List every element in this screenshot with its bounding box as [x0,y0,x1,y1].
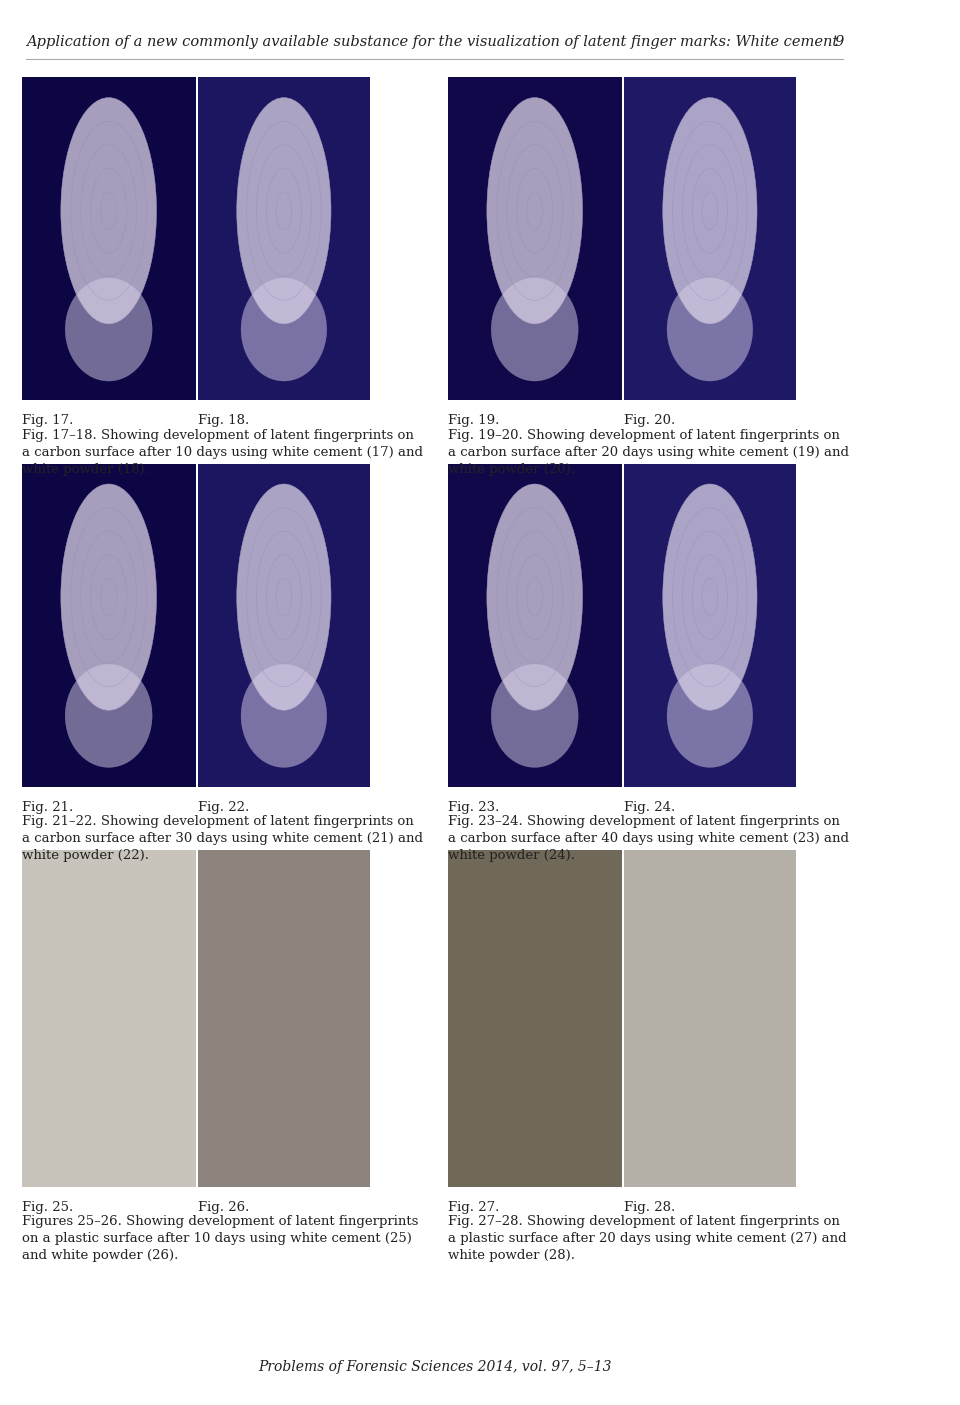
Text: Fig. 24.: Fig. 24. [624,801,676,813]
Text: Fig. 22.: Fig. 22. [198,801,250,813]
FancyBboxPatch shape [624,850,796,1187]
Text: Fig. 20.: Fig. 20. [624,414,676,427]
Ellipse shape [492,665,578,767]
FancyBboxPatch shape [22,77,196,400]
Text: Fig. 27.: Fig. 27. [447,1201,499,1214]
Ellipse shape [667,665,753,767]
FancyBboxPatch shape [624,77,796,400]
Ellipse shape [241,278,326,381]
Text: Problems of Forensic Sciences 2014, vol. 97, 5–13: Problems of Forensic Sciences 2014, vol.… [258,1360,612,1374]
Text: Fig. 21–22. Showing development of latent fingerprints on
a carbon surface after: Fig. 21–22. Showing development of laten… [22,815,422,861]
Ellipse shape [662,483,757,710]
Ellipse shape [60,483,156,710]
Text: Fig. 26.: Fig. 26. [198,1201,250,1214]
Ellipse shape [237,98,331,325]
Text: Fig. 25.: Fig. 25. [22,1201,73,1214]
Text: Fig. 23.: Fig. 23. [447,801,499,813]
Ellipse shape [492,278,578,381]
FancyBboxPatch shape [198,850,370,1187]
Ellipse shape [65,278,152,381]
Text: Fig. 19–20. Showing development of latent fingerprints on
a carbon surface after: Fig. 19–20. Showing development of laten… [447,429,849,475]
Text: Fig. 21.: Fig. 21. [22,801,73,813]
FancyBboxPatch shape [198,464,370,787]
FancyBboxPatch shape [22,464,196,787]
Text: Fig. 19.: Fig. 19. [447,414,499,427]
Text: Application of a new commonly available substance for the visualization of laten: Application of a new commonly available … [26,35,838,49]
Text: 9: 9 [834,35,843,49]
Ellipse shape [241,665,326,767]
Text: Fig. 23–24. Showing development of latent fingerprints on
a carbon surface after: Fig. 23–24. Showing development of laten… [447,815,849,861]
Text: Fig. 27–28. Showing development of latent fingerprints on
a plastic surface afte: Fig. 27–28. Showing development of laten… [447,1215,847,1262]
Ellipse shape [487,483,583,710]
Text: Fig. 17–18. Showing development of latent fingerprints on
a carbon surface after: Fig. 17–18. Showing development of laten… [22,429,422,475]
Text: Fig. 17.: Fig. 17. [22,414,73,427]
Ellipse shape [662,98,757,325]
FancyBboxPatch shape [198,77,370,400]
FancyBboxPatch shape [447,77,622,400]
Ellipse shape [65,665,152,767]
FancyBboxPatch shape [447,464,622,787]
Text: Fig. 28.: Fig. 28. [624,1201,676,1214]
Ellipse shape [487,98,583,325]
Text: Figures 25–26. Showing development of latent fingerprints
on a plastic surface a: Figures 25–26. Showing development of la… [22,1215,419,1262]
Ellipse shape [237,483,331,710]
Ellipse shape [60,98,156,325]
FancyBboxPatch shape [624,464,796,787]
FancyBboxPatch shape [22,850,196,1187]
Ellipse shape [667,278,753,381]
Text: Fig. 18.: Fig. 18. [198,414,250,427]
FancyBboxPatch shape [447,850,622,1187]
